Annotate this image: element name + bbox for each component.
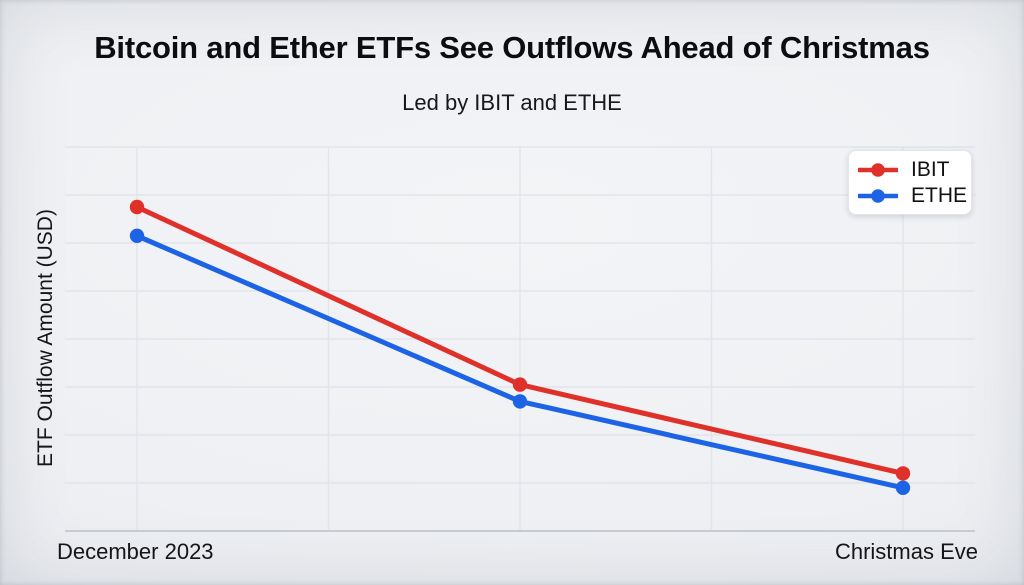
x-axis-tick-left: December 2023 [57,539,214,564]
line-chart-plot-area [65,146,975,532]
legend-item-ibit: IBIT [858,158,962,181]
legend-label-ethe: ETHE [911,184,968,207]
chart-subtitle: Led by IBIT and ETHE [402,90,622,115]
x-axis-tick-right: Christmas Eve [834,539,978,564]
ibit-line-marker-icon [858,162,898,177]
y-axis-label: ETF Outflow Amount (USD) [34,209,57,467]
chart-legend: IBIT ETHE [848,150,972,215]
legend-label-ibit: IBIT [911,158,950,181]
ethe-line-marker-icon [858,188,898,203]
chart-title: Bitcoin and Ether ETFs See Outflows Ahea… [94,30,930,65]
legend-item-ethe: ETHE [858,184,967,207]
